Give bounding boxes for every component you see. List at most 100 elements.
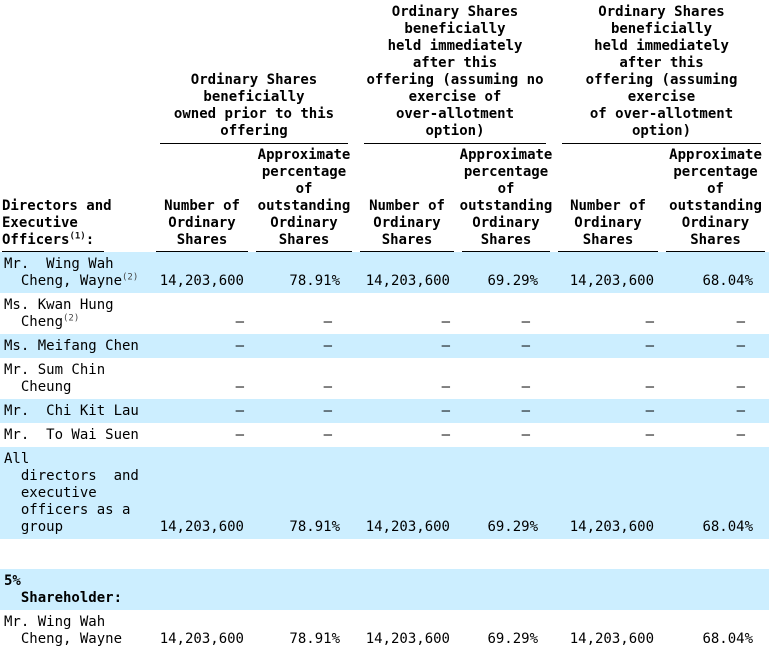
group-header-title: Ordinary Shares beneficially held immedi… bbox=[366, 4, 544, 139]
shares-after-option-cell: — bbox=[554, 399, 663, 423]
shares-after-option-cell: — bbox=[645, 314, 655, 330]
name-cell: All directors and executive officers as … bbox=[0, 447, 152, 539]
name-cell: Mr. Wing Wah Cheng, Wayne bbox=[4, 614, 123, 647]
pct-after-option-cell: — bbox=[662, 334, 769, 358]
header-rule bbox=[256, 251, 352, 252]
header-rule bbox=[360, 251, 454, 252]
table-row-all-directors-group: All directors and executive officers as … bbox=[0, 447, 769, 539]
header-rule bbox=[160, 143, 348, 144]
column-header-percent-after-no-option: Approximate percentage of outstanding Or… bbox=[458, 144, 554, 252]
group-header-after-no-overallotment: Ordinary Shares beneficially held immedi… bbox=[356, 0, 554, 144]
column-header-label: Directors and Executive Officers bbox=[2, 198, 112, 248]
pct-after-no-option-cell: — bbox=[458, 334, 555, 358]
table-row: Mr. To Wai Suen — — — — — — bbox=[0, 423, 769, 447]
column-header-number-after-option: Number of Ordinary Shares bbox=[554, 144, 662, 252]
shares-after-no-option-cell: — bbox=[441, 314, 450, 330]
shares-after-no-option-cell: 14,203,600 bbox=[365, 631, 450, 647]
pct-after-option-cell: — bbox=[736, 314, 746, 330]
shares-after-no-option-cell: 14,203,600 bbox=[356, 447, 458, 539]
sub-header-row: Directors and Executive Officers(1): Num… bbox=[0, 144, 769, 252]
shares-after-option-cell bbox=[554, 569, 663, 610]
table-row: Mr. Wing Wah Cheng, Wayne 14,203,600 78.… bbox=[0, 610, 769, 651]
pct-prior-cell: 78.91% bbox=[252, 447, 356, 539]
footnote-2-marker: (2) bbox=[122, 272, 139, 283]
name-cell: Mr. Chi Kit Lau bbox=[0, 399, 152, 423]
shares-prior-cell: 14,203,600 bbox=[159, 631, 244, 647]
footnote-2-marker: (2) bbox=[63, 313, 80, 324]
pct-prior-cell: — bbox=[323, 314, 332, 330]
section-label: 5% Shareholder: bbox=[0, 569, 152, 610]
pct-after-option-cell bbox=[662, 569, 769, 610]
pct-after-no-option-cell: 69.29% bbox=[458, 252, 555, 293]
shares-after-no-option-cell bbox=[356, 569, 458, 610]
shares-after-no-option-cell: 14,203,600 bbox=[356, 252, 458, 293]
pct-after-no-option-cell bbox=[458, 569, 555, 610]
pct-after-option-cell: — bbox=[736, 427, 746, 443]
pct-after-no-option-cell: 69.29% bbox=[458, 447, 555, 539]
shares-after-no-option-cell: — bbox=[441, 427, 450, 443]
table-row: Mr. Sum Chin Cheung — — — — — — bbox=[0, 358, 769, 399]
pct-after-no-option-cell: — bbox=[521, 379, 531, 395]
shares-after-option-cell: — bbox=[554, 334, 663, 358]
name-cell: Mr. Wing Wah Cheng, Wayne(2) bbox=[0, 252, 152, 293]
group-header-after-overallotment: Ordinary Shares beneficially held immedi… bbox=[554, 0, 769, 144]
header-rule bbox=[462, 251, 551, 252]
column-header-directors-officers: Directors and Executive Officers(1): bbox=[0, 144, 152, 252]
pct-prior-cell: 78.91% bbox=[289, 631, 340, 647]
shares-after-no-option-cell: — bbox=[356, 399, 458, 423]
group-header-row: Ordinary Shares beneficially owned prior… bbox=[0, 0, 769, 144]
shares-prior-cell: 14,203,600 bbox=[152, 447, 252, 539]
name-cell: Ms. Meifang Chen bbox=[0, 334, 152, 358]
shares-after-option-cell: — bbox=[645, 379, 655, 395]
shares-after-option-cell: 14,203,600 bbox=[554, 447, 663, 539]
pct-after-no-option-cell: — bbox=[458, 399, 555, 423]
shares-after-no-option-cell: — bbox=[356, 334, 458, 358]
header-rule bbox=[364, 143, 547, 144]
table-row: Ms. Meifang Chen — — — — — — bbox=[0, 334, 769, 358]
header-rule bbox=[2, 251, 104, 252]
header-rule bbox=[558, 251, 659, 252]
shares-after-option-cell: 14,203,600 bbox=[554, 252, 663, 293]
beneficial-ownership-table: Ordinary Shares beneficially owned prior… bbox=[0, 0, 769, 651]
table-row: Ms. Kwan Hung Cheng(2) — — — — — — bbox=[0, 293, 769, 334]
pct-after-no-option-cell: — bbox=[521, 427, 531, 443]
column-header-number-after-no-option: Number of Ordinary Shares bbox=[356, 144, 458, 252]
shares-prior-cell: 14,203,600 bbox=[152, 252, 252, 293]
table-row: Mr. Chi Kit Lau — — — — — — bbox=[0, 399, 769, 423]
pct-after-no-option-cell: 69.29% bbox=[487, 631, 539, 647]
pct-prior-cell: — bbox=[252, 399, 356, 423]
section-row-5pct-shareholder: 5% Shareholder: bbox=[0, 569, 769, 610]
corner-empty-cell bbox=[0, 0, 152, 144]
column-header-percent-after-option: Approximate percentage of outstanding Or… bbox=[662, 144, 769, 252]
header-rule bbox=[156, 251, 248, 252]
pct-after-no-option-cell: — bbox=[521, 314, 531, 330]
shares-after-option-cell: — bbox=[645, 427, 655, 443]
name-cell: Mr. To Wai Suen bbox=[4, 427, 139, 443]
column-header-percent-prior: Approximate percentage of outstanding Or… bbox=[252, 144, 356, 252]
shares-after-option-cell: 14,203,600 bbox=[569, 631, 655, 647]
group-header-title: Ordinary Shares beneficially held immedi… bbox=[585, 4, 738, 139]
column-header-number-prior: Number of Ordinary Shares bbox=[152, 144, 252, 252]
pct-prior-cell: — bbox=[323, 427, 332, 443]
pct-prior-cell: — bbox=[252, 334, 356, 358]
shares-prior-cell: — bbox=[235, 379, 244, 395]
column-header-colon: : bbox=[85, 232, 95, 248]
pct-prior-cell: 78.91% bbox=[252, 252, 356, 293]
pct-prior-cell bbox=[252, 569, 356, 610]
shares-prior-cell: — bbox=[152, 399, 252, 423]
shares-prior-cell: — bbox=[235, 427, 244, 443]
shares-prior-cell: — bbox=[235, 314, 244, 330]
pct-after-option-cell: 68.04% bbox=[662, 252, 769, 293]
table-row: Mr. Wing Wah Cheng, Wayne(2) 14,203,600 … bbox=[0, 252, 769, 293]
shares-prior-cell: — bbox=[152, 334, 252, 358]
pct-after-option-cell: — bbox=[662, 399, 769, 423]
shares-after-no-option-cell: — bbox=[441, 379, 450, 395]
pct-prior-cell: — bbox=[323, 379, 332, 395]
group-header-title: Ordinary Shares beneficially owned prior… bbox=[173, 72, 335, 139]
footnote-1-marker: (1) bbox=[69, 231, 86, 242]
name-cell: Ms. Kwan Hung Cheng(2) bbox=[4, 297, 114, 330]
header-rule bbox=[666, 251, 766, 252]
name-cell: Mr. Sum Chin Cheung bbox=[4, 362, 106, 395]
group-header-prior-offering: Ordinary Shares beneficially owned prior… bbox=[152, 0, 356, 144]
spacer-row bbox=[0, 539, 769, 569]
